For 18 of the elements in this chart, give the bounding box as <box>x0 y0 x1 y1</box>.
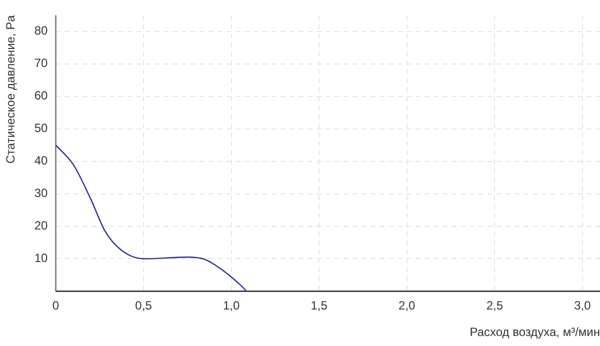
y-tick-label: 50 <box>34 121 48 136</box>
x-tick-label: 0 <box>52 298 60 313</box>
y-tick-label: 40 <box>34 154 48 168</box>
line-series <box>56 144 248 292</box>
y-tick-label: 10 <box>34 251 48 266</box>
x-tick-label: 2,5 <box>486 298 504 313</box>
x-tick-label: 1,5 <box>310 298 328 313</box>
x-axis-title: Расход воздуха, м³/мин <box>470 325 600 340</box>
x-tick-label: 0,5 <box>135 298 152 313</box>
y-tick-label: 80 <box>34 24 48 38</box>
x-tick-label: 1,0 <box>222 298 240 313</box>
y-tick-label: 70 <box>34 56 48 70</box>
y-tick-label: 30 <box>34 186 48 200</box>
y-tick-label: 60 <box>34 88 48 103</box>
x-tick-label: 2,0 <box>398 298 416 313</box>
x-tick-label: 3,0 <box>574 298 592 313</box>
y-axis-title: Статическое давление, Pa <box>4 14 18 164</box>
y-tick-label: 20 <box>34 218 48 233</box>
